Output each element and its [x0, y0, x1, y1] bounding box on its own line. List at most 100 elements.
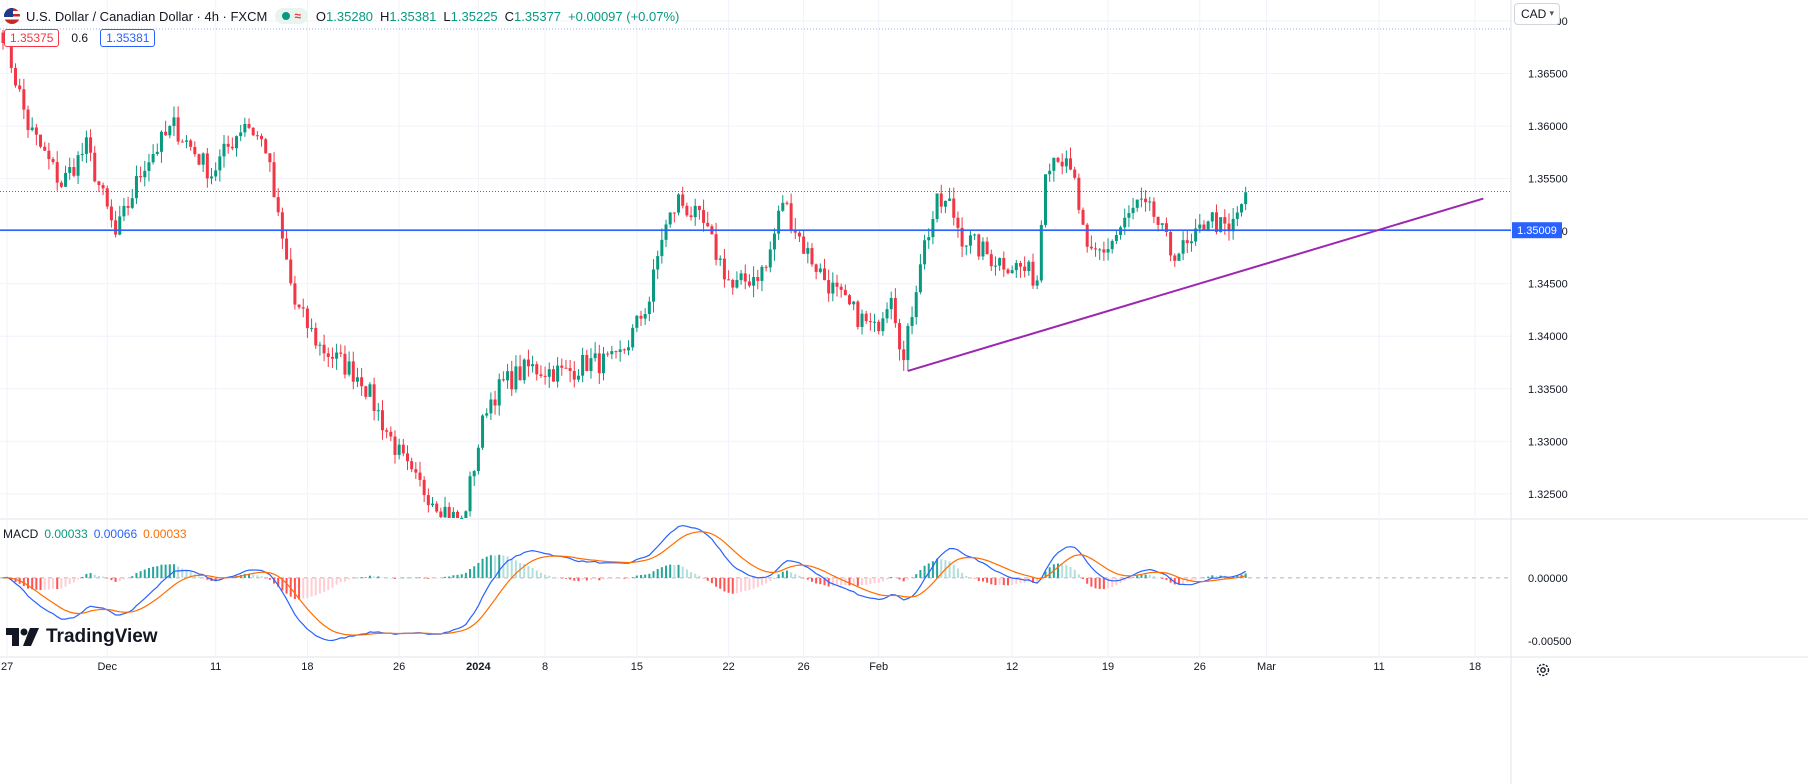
macd-histogram-bar — [606, 577, 609, 580]
candle-down — [526, 349, 530, 377]
buy-price-button[interactable]: 1.35381 — [100, 29, 156, 47]
macd-histogram-bar — [623, 577, 626, 579]
candle-up — [1010, 265, 1014, 274]
macd-histogram-bar — [1057, 563, 1060, 578]
market-status-pill[interactable]: ≈ — [275, 8, 308, 24]
candle-body — [1131, 207, 1135, 214]
currency-selector[interactable]: CAD ▾ — [1514, 3, 1560, 25]
candle-body — [1219, 217, 1223, 233]
macd-histogram-bar — [1090, 577, 1093, 587]
candle-body — [735, 280, 739, 288]
macd-histogram-bar — [1065, 564, 1068, 578]
candle-up — [522, 358, 526, 384]
candle-down — [401, 438, 405, 457]
macd-histogram-bar — [744, 577, 747, 591]
candle-body — [1214, 212, 1218, 233]
candle-body — [935, 193, 939, 220]
candle-body — [1106, 249, 1110, 253]
candle-down — [272, 152, 276, 198]
macd-histogram-bar — [1194, 577, 1197, 580]
candle-body — [593, 353, 597, 359]
candle-up — [627, 340, 630, 356]
macd-histogram-bar — [802, 577, 805, 579]
macd-legend[interactable]: MACD 0.00033 0.00066 0.00033 — [3, 527, 187, 541]
candle-body — [522, 359, 526, 381]
candle-body — [147, 162, 151, 171]
macd-histogram-bar — [423, 577, 426, 579]
macd-histogram-bar — [823, 577, 826, 586]
candle-body — [964, 245, 968, 247]
price-tick-label: 1.33000 — [1528, 436, 1568, 448]
candle-body — [873, 321, 877, 323]
candle-body — [910, 317, 914, 326]
candle-body — [989, 254, 993, 267]
candle-down — [205, 147, 209, 188]
candle-down — [856, 300, 860, 330]
candle-body — [355, 377, 359, 382]
candle-down — [280, 207, 284, 250]
macd-tick-label: -0.00500 — [1528, 636, 1571, 648]
sell-price-button[interactable]: 1.35375 — [4, 29, 60, 47]
macd-histogram-bar — [727, 577, 730, 593]
macd-histogram-bar — [752, 577, 755, 589]
macd-histogram-bar — [498, 554, 501, 578]
candle-down — [793, 217, 797, 239]
candle-up — [80, 142, 84, 162]
candle-body — [226, 143, 230, 147]
time-tick-label: 18 — [301, 661, 313, 673]
candle-up — [547, 362, 551, 388]
candle-up — [1014, 259, 1018, 278]
candle-body — [939, 193, 943, 207]
macd-histogram-bar — [669, 564, 672, 578]
candle-up — [68, 157, 72, 180]
macd-histogram-bar — [961, 572, 964, 578]
candle-body — [305, 308, 309, 329]
candle-body — [14, 67, 18, 86]
candle-body — [1198, 224, 1202, 229]
macd-histogram-bar — [573, 577, 576, 581]
candle-body — [343, 353, 347, 375]
tradingview-logo[interactable]: TradingView — [6, 626, 158, 648]
candle-down — [868, 312, 872, 331]
candle-body — [139, 176, 143, 178]
candle-body — [1060, 161, 1064, 167]
candle-down — [351, 351, 355, 390]
macd-histogram-bar — [1061, 564, 1064, 578]
candle-body — [1177, 253, 1181, 261]
candle-down — [789, 193, 793, 234]
candle-body — [835, 282, 839, 287]
candle-body — [322, 344, 326, 354]
macd-histogram-bar — [965, 575, 968, 578]
macd-histogram-bar — [1077, 574, 1080, 578]
candle-down — [314, 322, 318, 349]
macd-histogram-bar — [1111, 577, 1114, 588]
spread-value: 0.6 — [71, 31, 89, 45]
candle-down — [977, 233, 981, 260]
settings-gear-icon[interactable] — [1535, 662, 1551, 678]
candle-body — [456, 511, 460, 518]
candle-body — [97, 181, 101, 186]
candle-body — [789, 203, 793, 230]
macd-histogram-bar — [118, 577, 121, 582]
price-tick-label: 1.32500 — [1528, 489, 1568, 501]
candle-down — [960, 217, 964, 258]
candle-body — [372, 384, 376, 411]
candle-body — [364, 386, 368, 397]
candle-body — [618, 349, 622, 352]
candle-body — [268, 153, 272, 163]
candle-down — [1202, 220, 1206, 231]
symbol-title[interactable]: U.S. Dollar / Canadian Dollar · 4h · FXC… — [26, 8, 268, 24]
candle-down — [339, 344, 343, 358]
macd-histogram-bar — [444, 576, 447, 578]
candle-body — [610, 351, 614, 355]
candle-body — [1135, 199, 1139, 208]
candle-body — [943, 200, 947, 207]
candle-body — [1077, 177, 1081, 210]
candle-down — [639, 310, 643, 326]
macd-histogram-bar — [302, 577, 305, 599]
macd-histogram-bar — [1102, 577, 1105, 590]
candle-body — [852, 301, 856, 305]
time-tick-label: 12 — [1006, 661, 1018, 673]
macd-histogram-bar — [594, 577, 597, 580]
